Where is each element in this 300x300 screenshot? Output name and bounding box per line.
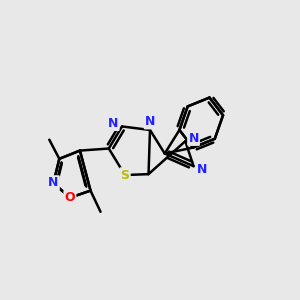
Text: O: O: [64, 191, 75, 204]
Text: N: N: [196, 163, 207, 176]
Text: N: N: [196, 163, 207, 176]
Text: N: N: [145, 115, 155, 128]
Text: N: N: [188, 132, 199, 145]
Text: N: N: [108, 117, 119, 130]
Text: N: N: [188, 132, 199, 145]
Text: N: N: [48, 176, 59, 190]
Text: S: S: [121, 169, 130, 182]
Text: N: N: [108, 117, 119, 130]
Text: N: N: [48, 176, 59, 190]
Text: O: O: [64, 191, 75, 204]
Text: S: S: [121, 169, 130, 182]
Text: N: N: [145, 115, 155, 128]
